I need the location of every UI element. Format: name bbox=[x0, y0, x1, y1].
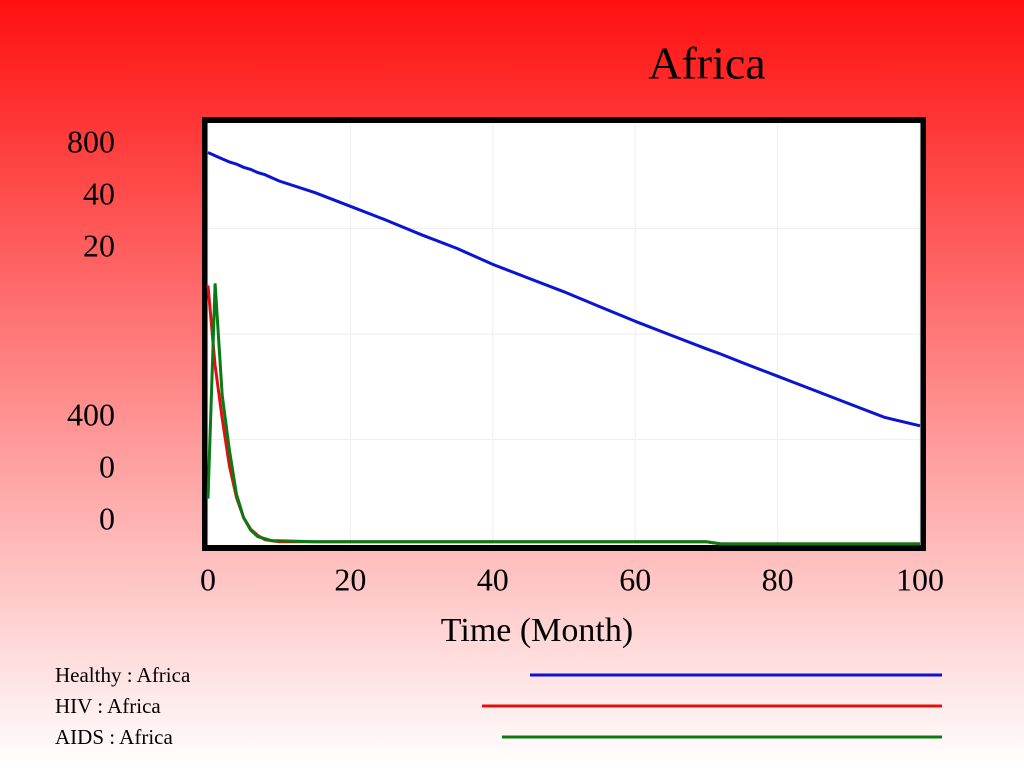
y-tick-label: 40 bbox=[83, 175, 115, 211]
series-line bbox=[206, 283, 920, 546]
chart-title: Africa bbox=[648, 38, 765, 89]
y-tick-label: 0 bbox=[99, 448, 115, 484]
x-tick-label: 60 bbox=[619, 561, 651, 597]
y-tick-label: 800 bbox=[67, 123, 115, 159]
x-tick-label: 20 bbox=[334, 561, 366, 597]
legend-label: HIV : Africa bbox=[55, 694, 161, 718]
x-tick-label: 80 bbox=[762, 561, 794, 597]
x-axis-label: Time (Month) bbox=[441, 612, 633, 649]
y-tick-label: 0 bbox=[99, 500, 115, 536]
x-tick-label: 100 bbox=[896, 561, 944, 597]
legend-label: AIDS : Africa bbox=[55, 725, 173, 749]
y-tick-label: 20 bbox=[83, 227, 115, 263]
y-tick-label: 400 bbox=[67, 396, 115, 432]
series-line bbox=[207, 151, 921, 428]
x-tick-label: 40 bbox=[477, 561, 509, 597]
x-tick-label: 0 bbox=[200, 561, 216, 597]
legend-label: Healthy : Africa bbox=[55, 663, 191, 687]
